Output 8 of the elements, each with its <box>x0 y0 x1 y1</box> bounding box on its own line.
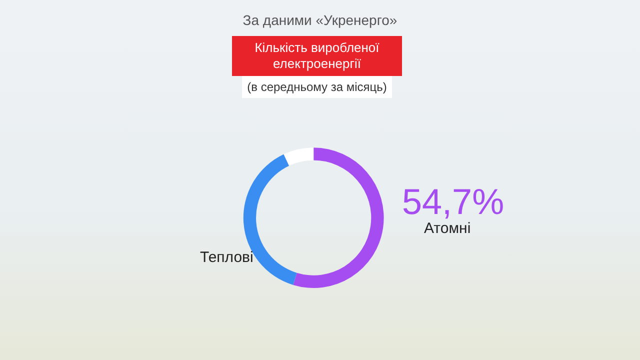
slice-label: Атомні <box>424 220 471 237</box>
slice-label: Теплові <box>200 249 254 266</box>
chart-subtitle: (в середньому за місяць) <box>242 76 392 98</box>
donut-slice <box>293 148 384 288</box>
text: За даними «Укренерго» <box>242 12 398 28</box>
donut-slice <box>284 148 314 166</box>
data-label: 54,7% <box>402 181 504 222</box>
chart-title: Кількість виробленої електроенергії <box>232 36 402 76</box>
